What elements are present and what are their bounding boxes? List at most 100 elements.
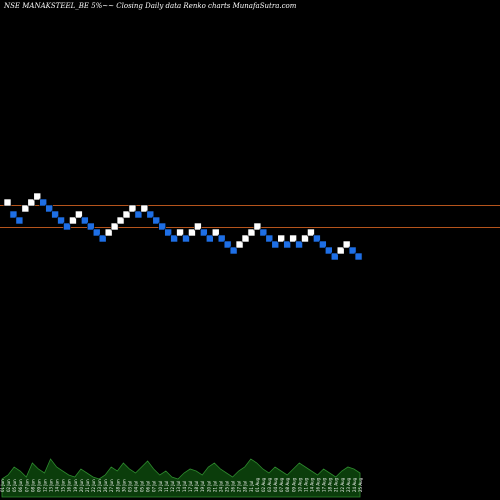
date-label: 05 Jul xyxy=(140,481,145,492)
renko-brick-up xyxy=(122,210,131,219)
date-label: 27 Jun xyxy=(109,479,114,492)
volume-area xyxy=(1,458,361,498)
renko-brick-down xyxy=(63,222,71,231)
date-label: 23 Jun xyxy=(97,479,102,492)
date-label: 15 Jun xyxy=(61,479,66,492)
date-label: 02 Jun xyxy=(6,479,11,492)
date-label: 17 Aug xyxy=(322,477,327,492)
date-label: 16 Jun xyxy=(67,479,72,492)
date-label: 07 Jul xyxy=(152,481,157,492)
date-label: 10 Aug xyxy=(297,477,302,492)
renko-brick-down xyxy=(313,234,321,243)
date-label: 04 Aug xyxy=(273,477,278,492)
date-label: 17 Jul xyxy=(188,481,193,492)
date-label: 14 Aug xyxy=(309,477,314,492)
renko-brick-up xyxy=(247,228,256,237)
renko-brick-up xyxy=(33,192,42,201)
date-label: 03 Aug xyxy=(267,477,272,492)
renko-brick-up xyxy=(176,228,184,237)
renko-brick-up xyxy=(277,234,286,243)
date-label: 08 Jun xyxy=(30,479,35,492)
renko-brick-up xyxy=(253,222,262,231)
renko-brick-up xyxy=(128,204,137,213)
date-label: 25 Aug xyxy=(358,477,363,492)
renko-brick-down xyxy=(98,234,107,243)
date-label: 30 Jun xyxy=(121,479,126,492)
date-label: 04 Jul xyxy=(133,481,138,492)
date-label: 12 Jun xyxy=(42,479,47,492)
renko-bricks xyxy=(3,192,363,261)
volume-area-path xyxy=(1,458,361,498)
renko-brick-up xyxy=(194,222,202,231)
renko-brick-down xyxy=(348,246,357,255)
date-label: 24 Jul xyxy=(218,481,223,492)
date-label: 21 Jun xyxy=(85,479,90,492)
date-label: 13 Jul xyxy=(176,481,181,492)
date-label: 25 Jul xyxy=(225,481,230,492)
date-label: 11 Jul xyxy=(164,481,169,492)
renko-brick-up xyxy=(75,210,83,219)
date-label: 18 Aug xyxy=(328,477,333,492)
date-label: 22 Jun xyxy=(91,479,96,492)
date-label: 23 Aug xyxy=(346,477,351,492)
renko-brick-down xyxy=(182,234,190,243)
date-label: 31 Jul xyxy=(249,481,254,492)
renko-brick-up xyxy=(69,216,77,225)
renko-brick-down xyxy=(271,240,280,249)
renko-brick-down xyxy=(223,240,232,249)
date-label: 06 Jul xyxy=(146,481,151,492)
renko-brick-down xyxy=(9,210,18,219)
renko-brick-down xyxy=(200,228,208,237)
date-label: 21 Jul xyxy=(212,481,217,492)
renko-brick-down xyxy=(158,222,166,231)
renko-brick-up xyxy=(301,234,309,243)
renko-brick-up xyxy=(289,234,297,243)
date-label: 16 Aug xyxy=(316,477,321,492)
date-label: 18 Jul xyxy=(194,481,199,492)
date-label: 13 Jun xyxy=(49,479,54,492)
renko-brick-down xyxy=(206,234,214,243)
renko-brick-up xyxy=(21,204,30,213)
renko-brick-down xyxy=(324,246,333,255)
date-label: 05 Jun xyxy=(12,479,17,492)
renko-brick-up xyxy=(307,228,315,237)
renko-brick-down xyxy=(164,228,172,237)
renko-brick-up xyxy=(241,234,250,243)
date-label: 03 Jul xyxy=(127,481,132,492)
renko-brick-down xyxy=(295,240,303,249)
renko-brick-down xyxy=(57,216,65,225)
renko-brick-down xyxy=(15,216,24,225)
renko-brick-up xyxy=(116,216,125,225)
renko-brick-down xyxy=(265,234,274,243)
renko-brick-down xyxy=(87,222,95,231)
date-label: 26 Jun xyxy=(103,479,108,492)
date-label: 01 Aug xyxy=(255,477,260,492)
renko-brick-down xyxy=(354,252,363,261)
renko-brick-up xyxy=(342,240,351,249)
date-label: 09 Aug xyxy=(291,477,296,492)
date-label: 14 Jun xyxy=(55,479,60,492)
renko-brick-down xyxy=(170,234,178,243)
date-label: 07 Aug xyxy=(279,477,284,492)
date-label: 08 Aug xyxy=(285,477,290,492)
renko-brick-down xyxy=(39,198,48,207)
renko-brick-down xyxy=(45,204,53,213)
renko-brick-down xyxy=(330,252,339,261)
date-label: 01 Jun xyxy=(0,479,5,492)
date-label: 20 Jul xyxy=(206,481,211,492)
renko-brick-down xyxy=(146,210,155,219)
reference-lines xyxy=(0,205,500,228)
chart-title: NSE MANAKSTEEL_BE 5%~~ Closing Daily dat… xyxy=(4,2,297,10)
date-label: 21 Aug xyxy=(334,477,339,492)
renko-brick-down xyxy=(259,228,268,237)
date-label: 19 Jul xyxy=(200,481,205,492)
renko-brick-down xyxy=(283,240,291,249)
date-label: 28 Jul xyxy=(243,481,248,492)
date-label: 14 Jul xyxy=(182,481,187,492)
date-label: 20 Jun xyxy=(79,479,84,492)
date-label: 26 Jul xyxy=(231,481,236,492)
renko-brick-up xyxy=(27,198,36,207)
renko-brick-down xyxy=(51,210,59,219)
